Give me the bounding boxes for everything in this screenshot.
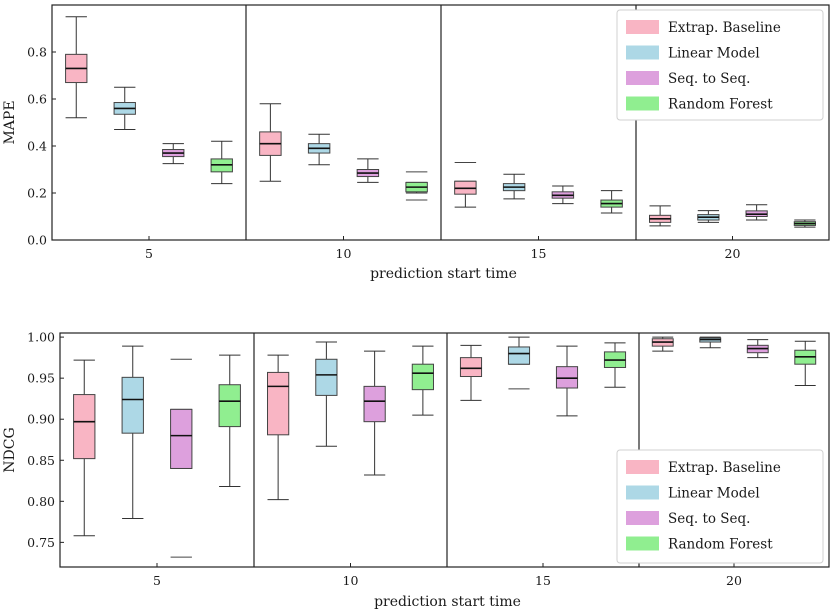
box-linear-model-t5 bbox=[113, 86, 136, 131]
box-iqr bbox=[218, 384, 241, 428]
box-seq-to-seq--t10 bbox=[363, 350, 386, 476]
legend-swatch bbox=[626, 460, 659, 474]
legend-swatch bbox=[626, 71, 659, 85]
legend-label: Linear Model bbox=[668, 46, 760, 62]
y-tick-label: 0.8 bbox=[27, 45, 47, 60]
box-seq-to-seq--t10 bbox=[356, 158, 380, 183]
y-tick-label: 0.80 bbox=[27, 494, 55, 509]
x-axis-label: prediction start time bbox=[374, 594, 521, 610]
chart-mape: 0.0 0.2 0.4 0.6 0.8 5 10 15 20 prediction start t… bbox=[2, 4, 830, 282]
box-iqr bbox=[121, 376, 144, 434]
legend-swatch bbox=[626, 96, 659, 111]
x-tick-label: 10 bbox=[343, 573, 359, 588]
legend-label: Seq. to Seq. bbox=[668, 511, 750, 527]
box-linear-model-t15 bbox=[502, 173, 526, 200]
y-tick-label: 0.0 bbox=[27, 233, 47, 248]
legend-swatch bbox=[626, 20, 659, 34]
y-tick-label: 0.4 bbox=[27, 139, 47, 154]
box-random-forest-t20 bbox=[793, 219, 816, 228]
box-iqr bbox=[363, 385, 386, 423]
box-linear-model-t15 bbox=[507, 336, 531, 390]
legend-frame bbox=[616, 449, 824, 564]
box-random-forest-t15 bbox=[603, 342, 627, 388]
plot-frame bbox=[59, 332, 830, 568]
box-random-forest-t10 bbox=[411, 345, 434, 416]
y-tick-label: 0.75 bbox=[27, 535, 55, 550]
box-extrap-baseline-t5 bbox=[73, 359, 96, 537]
box-extrap-baseline-t20 bbox=[649, 205, 672, 227]
box-seq-to-seq--t15 bbox=[551, 185, 575, 205]
legend-label: Seq. to Seq. bbox=[668, 71, 750, 87]
box-extrap-baseline-t15 bbox=[459, 344, 483, 401]
legend-label: Linear Model bbox=[668, 486, 760, 502]
legend-frame bbox=[616, 9, 824, 121]
x-tick-label: 5 bbox=[153, 573, 161, 588]
box-random-forest-t5 bbox=[210, 140, 233, 185]
box-iqr bbox=[73, 394, 96, 460]
box-seq-to-seq--t5 bbox=[170, 358, 193, 558]
box-iqr bbox=[315, 358, 338, 396]
legend: Extrap. Baseline Linear Model Seq. to Seq.… bbox=[616, 9, 824, 121]
box-extrap-baseline-t15 bbox=[454, 161, 477, 208]
chart-ndcg: 0.75 0.80 0.85 0.90 0.95 1.00 5 10 15 20 predictio… bbox=[2, 330, 830, 610]
box-seq-to-seq--t20 bbox=[746, 339, 769, 359]
box-linear-model-t10 bbox=[315, 341, 338, 447]
box-iqr bbox=[459, 357, 483, 378]
legend-label: Random Forest bbox=[668, 537, 773, 553]
box-seq-to-seq--t5 bbox=[162, 143, 185, 165]
legend-swatch bbox=[626, 536, 659, 551]
y-tick-label: 0.6 bbox=[27, 92, 47, 107]
y-tick-label: 0.2 bbox=[27, 186, 47, 201]
legend-swatch bbox=[626, 45, 659, 60]
box-linear-model-t20 bbox=[697, 210, 720, 223]
box-linear-model-t5 bbox=[121, 345, 144, 520]
legend-swatch bbox=[626, 511, 659, 525]
box-extrap-baseline-t20 bbox=[651, 336, 674, 352]
x-tick-label: 20 bbox=[726, 573, 742, 588]
box-random-forest-t20 bbox=[794, 340, 817, 387]
box-seq-to-seq--t20 bbox=[745, 204, 768, 221]
legend-label: Extrap. Baseline bbox=[668, 460, 781, 476]
box-extrap-baseline-t10 bbox=[267, 354, 290, 501]
y-tick-label: 1.00 bbox=[27, 330, 55, 345]
box-random-forest-t15 bbox=[600, 190, 623, 214]
box-extrap-baseline-t10 bbox=[259, 103, 282, 182]
y-tick-label: 0.90 bbox=[27, 412, 55, 427]
box-iqr bbox=[555, 366, 579, 389]
legend-label: Random Forest bbox=[668, 97, 773, 113]
y-tick-label: 0.95 bbox=[27, 371, 55, 386]
box-iqr bbox=[170, 408, 193, 469]
x-tick-label: 15 bbox=[531, 246, 547, 261]
box-random-forest-t10 bbox=[405, 171, 428, 201]
box-iqr bbox=[411, 363, 434, 391]
box-extrap-baseline-t5 bbox=[65, 16, 88, 119]
x-tick-label: 15 bbox=[535, 573, 551, 588]
y-axis-label: NDCG bbox=[2, 427, 18, 472]
box-iqr bbox=[507, 346, 531, 365]
x-tick-label: 10 bbox=[336, 246, 352, 261]
x-axis-label: prediction start time bbox=[370, 266, 517, 282]
box-linear-model-t10 bbox=[307, 133, 331, 166]
box-seq-to-seq--t15 bbox=[555, 345, 579, 417]
x-tick-label: 20 bbox=[725, 246, 741, 261]
x-tick-label: 5 bbox=[145, 246, 153, 261]
y-tick-label: 0.85 bbox=[27, 453, 55, 468]
box-random-forest-t5 bbox=[218, 354, 241, 488]
legend: Extrap. Baseline Linear Model Seq. to Seq.… bbox=[616, 449, 824, 564]
box-linear-model-t20 bbox=[699, 336, 722, 349]
legend-label: Extrap. Baseline bbox=[668, 20, 781, 36]
legend-swatch bbox=[626, 485, 659, 500]
box-iqr bbox=[267, 371, 290, 436]
y-axis-label: MAPE bbox=[2, 100, 18, 144]
